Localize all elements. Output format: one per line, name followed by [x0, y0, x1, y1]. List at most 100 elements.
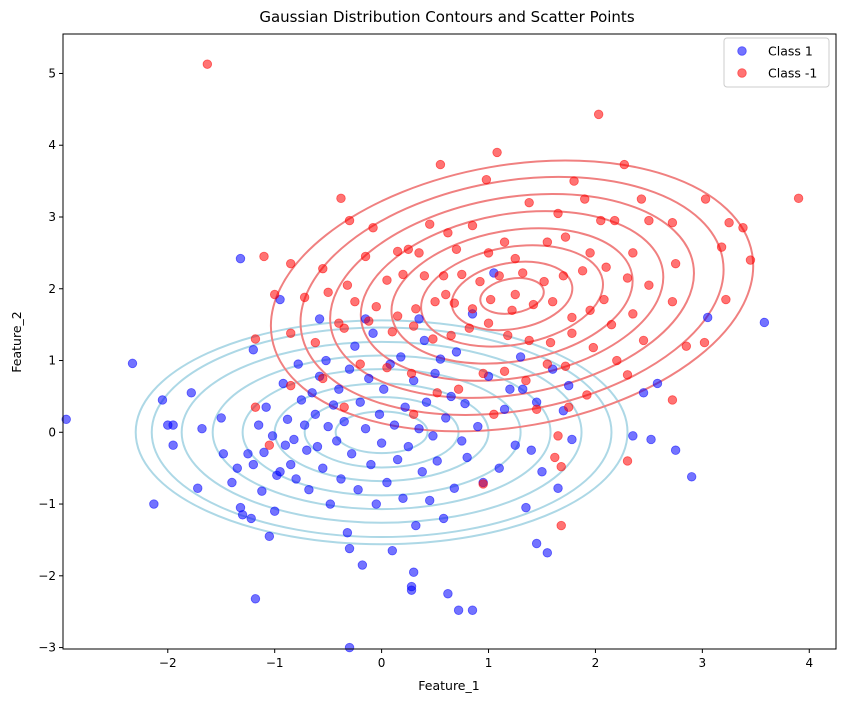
scatter-point-series-1	[542, 548, 553, 558]
scatter-point-series-1	[259, 447, 269, 458]
scatter-point-series-2	[387, 327, 398, 337]
scatter-point-series-2	[382, 275, 392, 285]
scatter-point-series-1	[312, 441, 323, 452]
legend-label-series-2: Class -1	[768, 66, 817, 81]
scatter-point-series-1	[392, 454, 403, 465]
scatter-point-series-2	[612, 355, 622, 366]
scatter-point-series-2	[622, 273, 633, 283]
scatter-point-series-2	[528, 299, 539, 310]
scatter-point-series-2	[499, 366, 510, 376]
scatter-point-series-1	[376, 438, 387, 448]
contour-line-2-1	[269, 159, 755, 433]
scatter-point-series-2	[507, 305, 517, 315]
scatter-point-series-2	[499, 237, 510, 247]
legend-marker-series-1	[737, 46, 747, 56]
scatter-point-series-2	[467, 220, 478, 231]
scatter-point-series-1	[321, 355, 331, 366]
scatter-layer	[61, 59, 804, 653]
scatter-point-series-2	[545, 337, 556, 348]
scatter-point-series-2	[560, 361, 571, 371]
scatter-point-series-2	[539, 276, 549, 287]
scatter-point-series-1	[310, 409, 321, 420]
scatter-point-series-2	[438, 271, 449, 281]
x-tick-label: 3	[699, 656, 707, 670]
scatter-point-series-2	[569, 176, 579, 186]
scatter-point-series-1	[473, 421, 483, 432]
scatter-point-series-2	[542, 359, 553, 369]
scatter-point-series-1	[553, 483, 563, 493]
scatter-point-series-1	[371, 499, 381, 509]
scatter-point-series-2	[681, 341, 692, 351]
scatter-point-series-2	[403, 244, 414, 254]
scatter-point-series-2	[503, 330, 513, 341]
scatter-point-series-1	[357, 560, 368, 570]
y-tick-label: 5	[48, 66, 56, 80]
scatter-point-series-2	[670, 258, 681, 269]
scatter-point-series-2	[250, 402, 261, 412]
scatter-point-series-2	[556, 520, 566, 531]
scatter-point-series-2	[738, 223, 748, 233]
scatter-point-series-2	[560, 232, 571, 242]
scatter-point-series-1	[406, 581, 417, 592]
scatter-point-series-2	[531, 404, 542, 415]
scatter-point-series-2	[542, 237, 553, 247]
scatter-point-series-1	[332, 436, 342, 446]
scatter-point-series-2	[467, 304, 478, 314]
scatter-point-series-1	[232, 463, 242, 473]
scatter-point-series-2	[588, 342, 599, 353]
scatter-point-series-2	[344, 215, 355, 226]
scatter-point-series-1	[435, 354, 446, 364]
scatter-point-series-2	[567, 328, 577, 338]
scatter-point-series-2	[360, 251, 371, 262]
scatter-point-series-1	[387, 545, 398, 556]
scatter-point-series-2	[599, 294, 609, 305]
scatter-point-series-2	[425, 219, 435, 229]
scatter-point-series-2	[481, 174, 492, 185]
scatter-point-series-1	[323, 421, 333, 432]
scatter-point-series-1	[325, 499, 335, 509]
scatter-point-series-2	[264, 440, 275, 450]
scatter-point-series-1	[344, 364, 355, 374]
scatter-point-series-2	[286, 328, 296, 338]
scatter-point-series-1	[414, 423, 424, 434]
scatter-point-series-2	[622, 456, 633, 466]
scatter-point-series-1	[449, 483, 460, 493]
scatter-point-series-2	[406, 368, 417, 379]
scatter-point-series-2	[342, 280, 353, 290]
scatter-point-series-1	[411, 520, 421, 531]
scatter-point-series-1	[379, 384, 389, 394]
scatter-point-series-2	[483, 248, 494, 258]
scatter-point-series-1	[646, 434, 656, 445]
scatter-point-series-1	[344, 543, 355, 554]
scatter-point-series-2	[428, 334, 438, 344]
scatter-point-series-1	[628, 431, 638, 441]
scatter-point-series-2	[553, 431, 563, 441]
scatter-point-series-2	[667, 395, 678, 405]
scatter-point-series-2	[485, 294, 496, 305]
scatter-point-series-2	[700, 194, 711, 204]
scatter-point-series-2	[259, 251, 269, 262]
scatter-point-series-1	[428, 431, 438, 441]
scatter-point-series-1	[235, 253, 246, 264]
contour-line-1-3	[180, 340, 583, 524]
scatter-point-series-2	[457, 269, 467, 280]
scatter-point-series-1	[186, 388, 196, 398]
scatter-point-series-1	[257, 486, 267, 496]
scatter-point-series-1	[216, 413, 226, 423]
scatter-point-series-2	[564, 402, 574, 412]
scatter-point-series-1	[366, 459, 376, 470]
scatter-point-series-1	[304, 484, 314, 495]
scatter-point-series-1	[314, 314, 325, 324]
scatter-point-series-2	[619, 159, 630, 170]
scatter-point-series-1	[267, 431, 278, 441]
legend-label-series-1: Class 1	[768, 44, 813, 59]
contour-line-1-2	[150, 326, 613, 539]
scatter-point-series-1	[355, 397, 365, 407]
scatter-point-series-2	[430, 296, 440, 307]
scatter-point-series-2	[724, 218, 734, 228]
scatter-point-series-2	[411, 304, 421, 314]
scatter-point-series-2	[336, 193, 346, 204]
scatter-point-series-2	[449, 298, 460, 308]
scatter-point-series-1	[703, 312, 713, 323]
scatter-point-series-2	[250, 334, 261, 344]
